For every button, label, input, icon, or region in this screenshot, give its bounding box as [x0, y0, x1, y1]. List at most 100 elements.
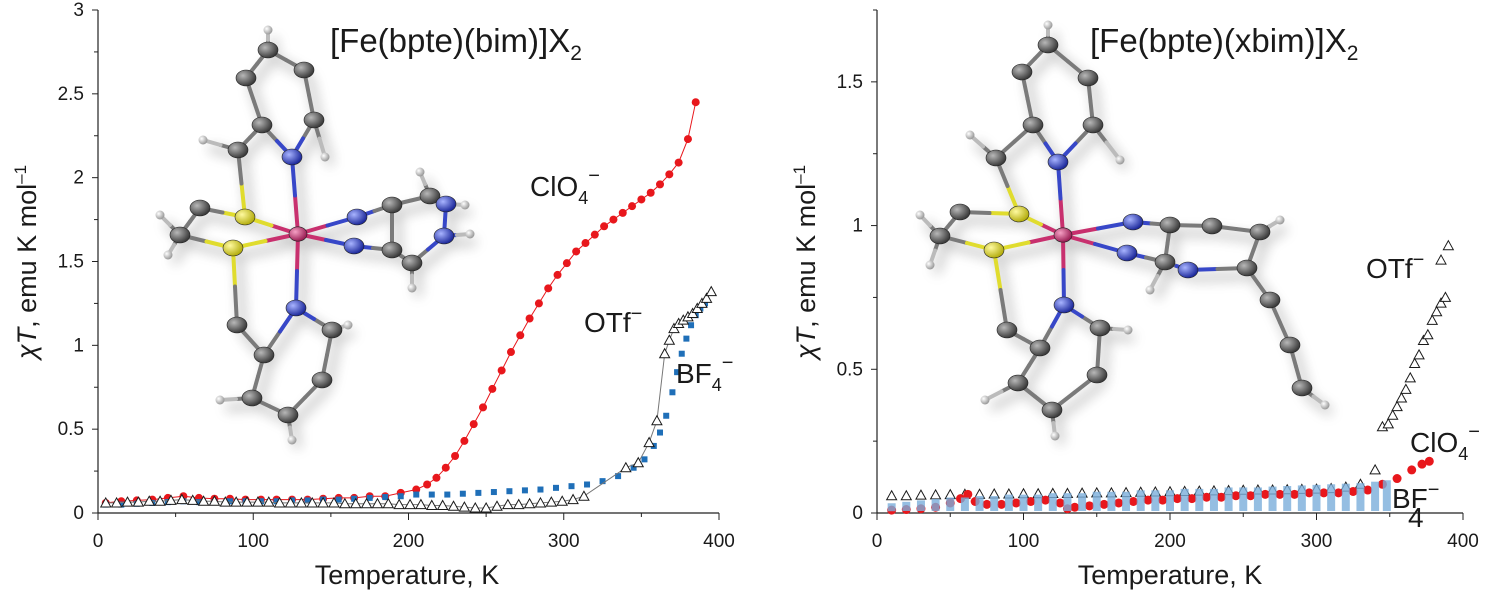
molecule-atom — [985, 149, 1007, 167]
data-point — [1239, 487, 1248, 511]
data-point — [678, 350, 685, 357]
data-point — [226, 498, 233, 505]
data-point — [366, 494, 373, 501]
molecule-atom — [343, 237, 365, 255]
data-point — [512, 498, 525, 510]
data-point — [544, 284, 553, 293]
data-point — [1319, 488, 1329, 498]
molecule-atom — [263, 25, 273, 35]
data-point — [1040, 495, 1050, 505]
data-point — [1063, 493, 1072, 511]
data-point — [447, 500, 460, 511]
data-point — [208, 495, 221, 506]
molecule-atom — [163, 250, 173, 260]
data-point — [469, 501, 482, 513]
data-point — [1122, 491, 1131, 511]
data-point — [1172, 494, 1182, 504]
molecule-atom — [419, 187, 441, 205]
x-tick-label: 0 — [93, 531, 104, 552]
data-point — [581, 239, 590, 248]
data-point — [552, 484, 559, 491]
y-tick-label: 0 — [852, 503, 863, 524]
data-point — [1382, 417, 1395, 429]
data-point — [887, 503, 896, 512]
y-tick-label: 1 — [852, 216, 863, 237]
data-point — [338, 497, 351, 509]
fe-bpte-bim-crystal-structure — [155, 25, 477, 449]
data-point — [646, 188, 655, 197]
molecule-atom — [1029, 339, 1051, 357]
data-point — [423, 480, 432, 489]
molecule-atom — [1037, 36, 1059, 54]
data-point — [609, 215, 618, 224]
molecule-atom — [227, 141, 249, 159]
data-point — [1048, 493, 1057, 511]
data-point — [643, 436, 655, 448]
chart-right-label-bf4-sub: 4 — [1408, 502, 1424, 533]
data-point — [1209, 488, 1218, 511]
data-point — [618, 208, 627, 217]
data-point — [1413, 348, 1425, 360]
data-point — [584, 481, 591, 488]
data-point — [982, 499, 992, 509]
data-point — [556, 495, 569, 506]
data-point — [997, 499, 1007, 509]
molecule-atom — [198, 135, 208, 145]
molecule-atom — [1279, 336, 1301, 354]
data-point — [1333, 488, 1343, 498]
data-point — [1026, 497, 1036, 507]
molecule-atom — [343, 320, 353, 330]
molecule-atom — [1077, 69, 1099, 87]
chart-right-data — [885, 239, 1455, 515]
molecule-atom — [401, 254, 423, 272]
data-point — [469, 420, 478, 429]
data-point — [1136, 490, 1145, 511]
data-point — [562, 259, 571, 268]
data-point — [1404, 371, 1417, 383]
molecule-atom — [288, 226, 308, 242]
molecule-atom — [226, 316, 248, 334]
data-point — [154, 495, 166, 506]
data-point — [1341, 483, 1350, 511]
data-point — [1099, 499, 1109, 509]
data-point — [197, 495, 210, 506]
data-point — [665, 170, 674, 179]
data-point — [658, 347, 671, 359]
data-point — [1442, 239, 1455, 251]
data-point — [413, 491, 420, 498]
data-point — [1363, 485, 1373, 495]
data-point — [915, 489, 927, 500]
data-point — [1408, 357, 1421, 369]
data-point — [1246, 491, 1256, 501]
molecule-atom — [1007, 374, 1029, 392]
data-point — [1369, 463, 1381, 475]
chart-right-label-otf: OTf− — [1366, 249, 1424, 284]
data-point — [632, 456, 645, 468]
data-point — [349, 497, 362, 509]
data-point — [404, 498, 416, 510]
data-point — [317, 496, 329, 508]
molecule-atom — [381, 241, 403, 259]
chart-right-xlabel: Temperature, K — [1078, 560, 1263, 590]
data-point — [521, 487, 528, 494]
data-point — [412, 485, 421, 494]
data-point — [1034, 494, 1043, 511]
molecule-atom — [1043, 20, 1053, 30]
fe-bpte-xbim-crystal-structure — [915, 20, 1334, 445]
data-point — [273, 496, 286, 508]
data-point — [497, 366, 506, 375]
data-point — [1439, 291, 1452, 302]
molecule-atom — [1089, 319, 1111, 337]
data-point — [99, 496, 112, 508]
molecule-atom — [1320, 400, 1330, 410]
molecule-atom — [215, 395, 225, 405]
data-point — [963, 489, 973, 499]
chart-left-label-otf: OTf− — [584, 303, 642, 338]
y-tick-label: 3 — [73, 0, 84, 21]
molecule-atom — [1050, 431, 1060, 441]
molecule-atom — [1236, 259, 1258, 277]
data-point — [668, 322, 680, 334]
data-point — [916, 500, 925, 511]
data-point — [436, 499, 449, 510]
